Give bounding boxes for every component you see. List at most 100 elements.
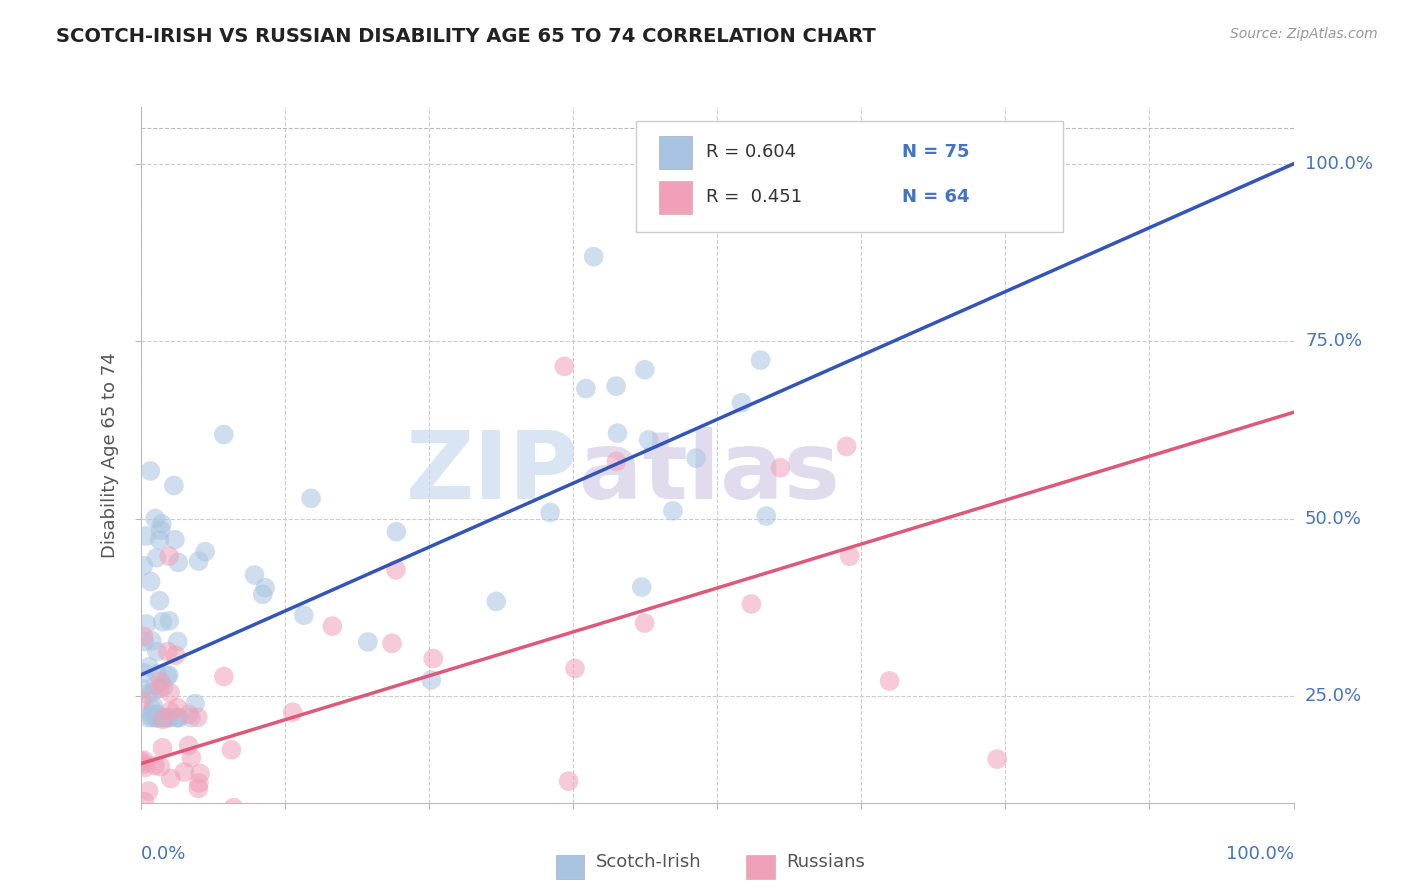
Point [134, 831, 156, 846]
Point [685, 451, 707, 466]
Point [180, 751, 202, 765]
Point [166, 634, 188, 648]
Point [146, 667, 169, 681]
Point [637, 433, 659, 447]
Point [177, 831, 200, 846]
FancyBboxPatch shape [659, 181, 692, 214]
Point [143, 679, 166, 693]
Point [212, 669, 235, 683]
Point [165, 648, 187, 663]
Point [145, 710, 167, 724]
Point [135, 822, 157, 837]
Point [662, 504, 685, 518]
Point [769, 460, 792, 475]
Point [141, 707, 163, 722]
Point [222, 800, 245, 814]
Text: 0.0%: 0.0% [141, 845, 186, 863]
Point [187, 710, 209, 724]
Point [180, 831, 202, 846]
FancyBboxPatch shape [747, 855, 775, 880]
Point [157, 614, 180, 628]
Point [138, 784, 160, 798]
Text: 25.0%: 25.0% [1305, 688, 1362, 706]
Point [730, 396, 752, 410]
Point [156, 644, 179, 658]
Text: Source: ZipAtlas.com: Source: ZipAtlas.com [1230, 27, 1378, 41]
Point [212, 427, 235, 442]
Point [292, 608, 315, 623]
Point [135, 617, 157, 632]
Point [321, 619, 343, 633]
Point [146, 831, 169, 846]
Point [159, 710, 181, 724]
Point [281, 705, 304, 719]
Point [148, 593, 170, 607]
Text: R =  0.451: R = 0.451 [706, 188, 801, 206]
Point [299, 491, 322, 506]
Point [152, 710, 174, 724]
Point [142, 685, 165, 699]
Point [149, 533, 172, 547]
Text: N = 64: N = 64 [901, 188, 969, 206]
Text: N = 75: N = 75 [901, 144, 969, 161]
Point [187, 554, 209, 568]
Point [252, 587, 274, 601]
Point [188, 766, 211, 780]
Point [132, 756, 155, 771]
Point [755, 509, 778, 524]
Point [150, 516, 173, 531]
Point [167, 710, 190, 724]
Point [159, 831, 181, 846]
Point [163, 478, 186, 492]
Point [132, 831, 155, 846]
Point [634, 362, 657, 376]
Point [146, 710, 169, 724]
Point [157, 668, 180, 682]
Point [131, 693, 153, 707]
Point [582, 250, 605, 264]
Point [357, 635, 380, 649]
Point [136, 687, 159, 701]
Point [166, 710, 188, 724]
Point [553, 359, 575, 374]
Text: Scotch-Irish: Scotch-Irish [596, 853, 702, 871]
Text: Russians: Russians [786, 853, 865, 871]
Point [149, 710, 172, 724]
Point [422, 651, 444, 665]
Point [159, 704, 181, 718]
Point [835, 440, 858, 454]
Point [149, 681, 172, 696]
Point [135, 529, 157, 543]
Point [605, 379, 627, 393]
Point [575, 382, 598, 396]
Point [152, 680, 174, 694]
Point [136, 710, 159, 724]
Point [143, 758, 166, 772]
Point [131, 755, 153, 769]
Text: 100.0%: 100.0% [1305, 155, 1374, 173]
Point [146, 644, 169, 658]
Point [177, 739, 200, 753]
FancyBboxPatch shape [659, 136, 692, 169]
Point [139, 464, 162, 478]
Text: atlas: atlas [579, 426, 839, 518]
Point [157, 549, 180, 563]
Point [156, 710, 179, 724]
Point [134, 795, 156, 809]
Point [141, 710, 163, 724]
Point [221, 743, 243, 757]
Point [166, 710, 188, 724]
Point [167, 831, 190, 846]
Point [197, 826, 219, 840]
Point [159, 831, 181, 846]
Point [180, 710, 202, 724]
Point [177, 707, 200, 722]
Point [134, 760, 156, 774]
Point [166, 701, 188, 715]
Point [159, 686, 181, 700]
Point [132, 629, 155, 643]
Text: 100.0%: 100.0% [1226, 845, 1294, 863]
Point [152, 713, 174, 727]
Text: 50.0%: 50.0% [1305, 510, 1362, 528]
Point [184, 697, 207, 711]
